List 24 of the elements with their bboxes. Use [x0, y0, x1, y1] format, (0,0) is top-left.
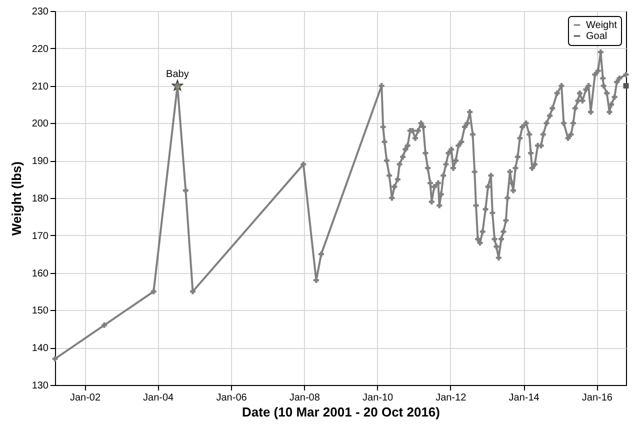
x-tick-label: Jan-12 — [436, 392, 467, 404]
x-axis-title: Date (10 Mar 2001 - 20 Oct 2016) — [242, 404, 440, 420]
x-tick-label: Jan-16 — [582, 392, 613, 404]
x-tick-label: Jan-08 — [289, 392, 320, 404]
y-tick-label: 210 — [32, 81, 49, 92]
y-tick-label: 180 — [32, 194, 49, 204]
y-axis-title: Weight (lbs) — [8, 161, 24, 236]
y-tick-label: 150 — [32, 306, 49, 317]
y-tick-label: 220 — [32, 44, 49, 55]
x-tick-label: Jan-10 — [362, 392, 394, 404]
legend-label: Goal — [586, 31, 608, 42]
y-tick-label: 230 — [32, 6, 49, 18]
x-tick-label: Jan-02 — [70, 392, 101, 404]
y-tick-label: 200 — [32, 118, 49, 130]
y-tick-label: 160 — [32, 268, 49, 280]
y-tick-label: 130 — [32, 380, 49, 392]
x-tick-label: Jan-06 — [216, 392, 248, 404]
x-tick-label: Jan-04 — [143, 392, 174, 404]
y-tick-label: 170 — [32, 230, 49, 242]
legend-label: Weight — [586, 20, 618, 31]
x-tick-label: Jan-14 — [508, 392, 540, 404]
y-tick-label: 140 — [32, 343, 49, 354]
annotation: Baby — [166, 68, 189, 80]
y-tick-label: 190 — [32, 156, 49, 168]
